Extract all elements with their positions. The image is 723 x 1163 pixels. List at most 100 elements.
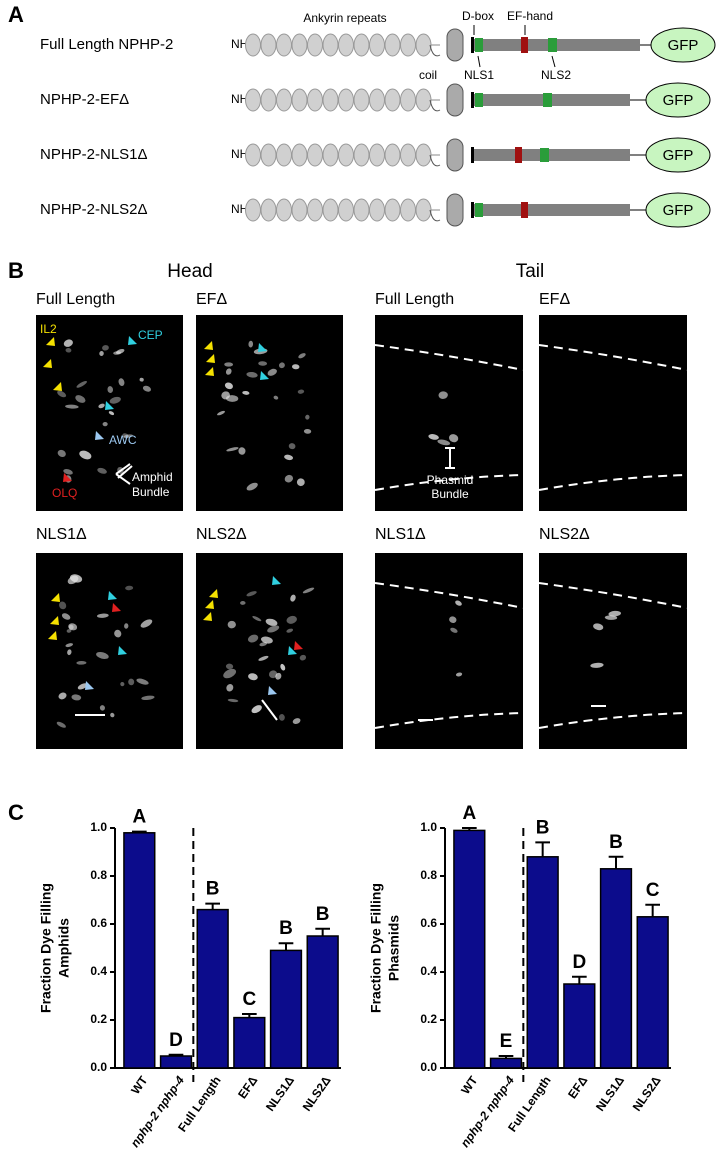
bar [123,832,156,1069]
signal [267,625,280,633]
ankyrin-repeat [260,143,277,167]
domain-label: Ankyrin repeats [303,11,386,25]
arrowhead [272,576,281,585]
signal [224,382,233,390]
y-axis-label: Fraction Dye Filling [38,883,54,1013]
image-label: Full Length [375,291,454,308]
ankyrin-repeat [307,198,323,222]
ankyrin-repeat [369,88,385,112]
ankyrin-repeat [400,143,416,167]
arrowhead [204,341,213,350]
signal [140,619,153,628]
arrowhead [203,612,212,621]
panel-label: B [8,258,24,283]
signal [226,684,234,692]
signal [76,381,87,388]
x-tick-label: WT [128,1073,151,1097]
gfp [645,82,711,118]
ankyrin-repeat [307,143,323,167]
signal [455,672,463,677]
annotation: OLQ [52,486,77,500]
arrowhead [51,593,60,602]
signal [142,385,152,392]
signal [122,433,129,439]
dbox [471,147,474,163]
y-tick-label: 0.8 [420,868,437,882]
arrowhead [48,631,57,640]
ankyrin-repeat [415,33,432,57]
gfp-label: GFP [668,37,699,54]
error-bar [462,827,477,831]
signal [455,600,462,606]
signal [286,615,297,624]
arrowhead [288,646,297,655]
signal [227,698,239,703]
signal [98,403,105,409]
significance-letter: B [279,918,293,939]
y-tick-label: 0.2 [90,1012,107,1026]
ankyrin-repeat [338,88,354,112]
x-tick-label: WT [458,1073,481,1097]
arrowhead [53,382,62,391]
x-tick-label: NLS1Δ [593,1073,627,1114]
signal [75,395,86,403]
signal [286,628,294,633]
ankyrin-repeat [400,33,416,57]
error-bar [168,1053,184,1056]
signal [298,353,306,359]
image-label: NLS1Δ [36,526,87,543]
coil-linker [429,44,441,57]
gfp-label: GFP [663,92,694,109]
signal [65,643,74,648]
signal [251,705,262,714]
ankyrin-repeat [338,143,354,167]
arrowhead [105,401,114,410]
y-tick-label: 0.6 [90,916,107,930]
significance-letter: C [646,880,660,901]
signal [97,467,107,474]
image-label: NLS2Δ [196,526,247,543]
construct-name: NPHP-2-NLS2Δ [40,201,148,218]
gfp-label: GFP [663,202,694,219]
signal [61,613,71,620]
ankyrin-repeat [245,88,261,112]
arrowhead [294,641,303,650]
leader [477,55,481,68]
signal [58,692,67,700]
signal [590,662,604,668]
worm-outline [538,344,688,371]
annotation: Phasmid [427,473,474,487]
signal [292,364,300,370]
panel-label: A [8,2,24,27]
signal [66,629,72,633]
ankyrin-repeat [353,198,370,222]
y-tick-label: 1.0 [420,820,437,834]
ankyrin-repeat [353,33,370,57]
bundle-marker [261,699,278,721]
bundle-marker [117,465,133,479]
domain-label: NLS2 [541,68,571,82]
signal [56,721,66,728]
error-bar [535,841,550,857]
ankyrin-repeat [369,33,385,57]
signal [141,695,155,701]
ankyrin-repeat [260,33,277,57]
significance-letter: D [169,1030,183,1051]
signal [437,439,451,446]
nls1 [475,93,483,107]
signal [76,661,87,665]
signal [96,652,109,659]
ankyrin-repeat [322,198,339,222]
nls2 [543,93,552,107]
signal [71,694,82,701]
signal [109,396,121,404]
y-axis-label: Amphids [56,918,72,978]
coil-cylinder [446,138,464,172]
coil-linker [429,99,441,112]
error-bar [608,855,624,869]
significance-letter: A [132,807,146,828]
signal [450,627,458,633]
signal [608,610,622,617]
micrograph [539,553,687,749]
signal [278,714,285,721]
